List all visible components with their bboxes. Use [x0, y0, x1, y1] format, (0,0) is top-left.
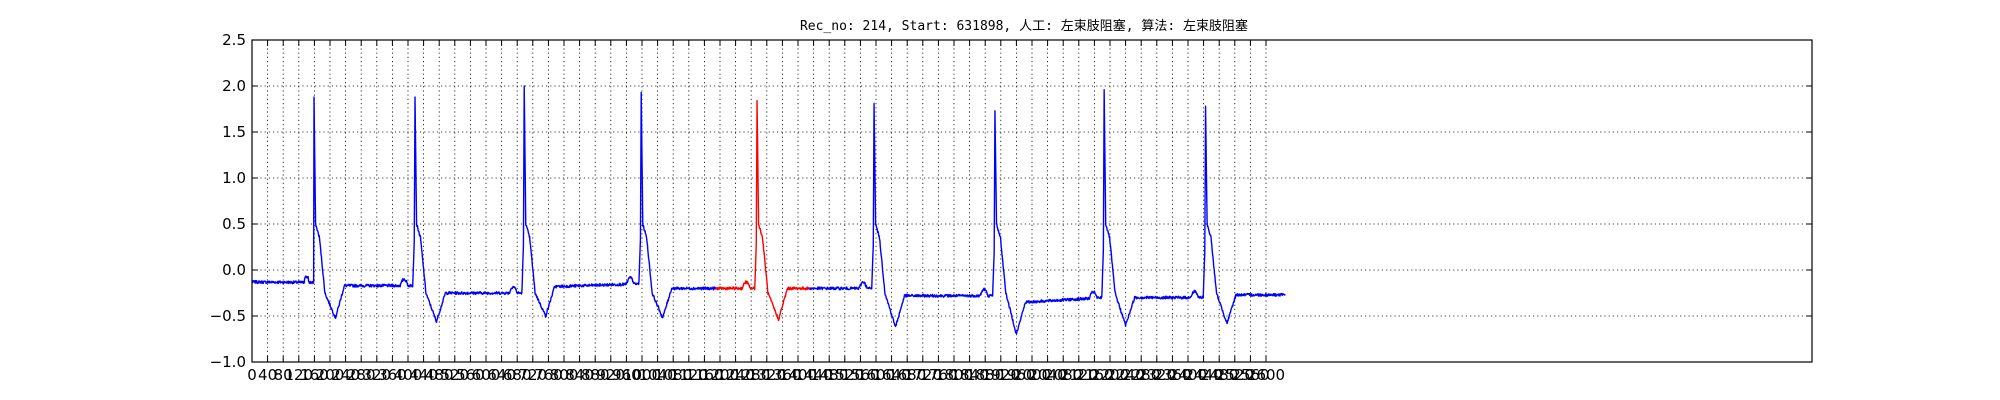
- x-tick-label: 1680: [888, 366, 926, 384]
- x-tick-label: 920: [596, 366, 625, 384]
- y-tick-label: 1.5: [222, 123, 246, 141]
- x-tick-label: 2560: [1231, 366, 1269, 384]
- x-tick-label: 0: [247, 366, 257, 384]
- x-tick-label: 1920: [982, 366, 1020, 384]
- y-axis: −1.0 −0.5 0.0 0.5 1.0 1.5 2.0 2.5: [210, 31, 1812, 371]
- x-tick-label: 40: [258, 366, 277, 384]
- x-tick-label: 1000: [623, 366, 661, 384]
- x-tick-label: 2240: [1107, 366, 1145, 384]
- x-tick-label: 2520: [1216, 366, 1254, 384]
- x-tick-label: 1640: [873, 366, 911, 384]
- x-tick-label: 1160: [685, 366, 723, 384]
- x-tick-label: 200: [316, 366, 345, 384]
- y-tick-label: 1.0: [222, 169, 246, 187]
- ecg-series: [251, 85, 1286, 335]
- x-tick-label: 720: [518, 366, 547, 384]
- x-tick-label: 1480: [810, 366, 848, 384]
- x-tick-label: 1360: [763, 366, 801, 384]
- x-tick-label: 2000: [1013, 366, 1051, 384]
- x-tick-label: 2080: [1044, 366, 1082, 384]
- x-tick-label: 760: [534, 366, 563, 384]
- x-tick-label: 1040: [639, 366, 677, 384]
- chart-title: Rec_no: 214, Start: 631898, 人工: 左束肢阻塞, 算…: [800, 18, 1248, 34]
- x-tick-label: 480: [425, 366, 454, 384]
- x-tick-label: 2600: [1247, 366, 1285, 384]
- x-axis: 0 408012016020024028032036040044048052056…: [247, 40, 1285, 384]
- x-tick-label: 2360: [1153, 366, 1191, 384]
- ecg-trace-highlight: [715, 100, 811, 322]
- x-tick-label: 1560: [841, 366, 879, 384]
- x-tick-label: 1440: [795, 366, 833, 384]
- x-tick-label: 240: [331, 366, 360, 384]
- x-tick-label: 400: [394, 366, 423, 384]
- x-tick-label: 1080: [654, 366, 692, 384]
- x-tick-label: 160: [300, 366, 329, 384]
- x-tick-label: 880: [581, 366, 610, 384]
- x-tick-label: 440: [409, 366, 438, 384]
- y-tick-label: 2.0: [222, 77, 246, 95]
- x-tick-label: 1880: [966, 366, 1004, 384]
- x-tick-label: 2400: [1169, 366, 1207, 384]
- x-tick-label: 800: [550, 366, 579, 384]
- x-tick-label: 1800: [935, 366, 973, 384]
- ecg-trace-segment: [809, 88, 1286, 335]
- x-tick-label: 560: [456, 366, 485, 384]
- x-tick-label: 1760: [919, 366, 957, 384]
- x-tick-label: 2200: [1091, 366, 1129, 384]
- x-tick-label: 360: [378, 366, 407, 384]
- x-tick-label: 2120: [1060, 366, 1098, 384]
- x-tick-label: 520: [440, 366, 469, 384]
- x-tick-label: 600: [472, 366, 501, 384]
- x-tick-label: 1840: [951, 366, 989, 384]
- x-tick-label: 1600: [857, 366, 895, 384]
- x-tick-label: 2280: [1122, 366, 1160, 384]
- x-tick-label: 1720: [904, 366, 942, 384]
- x-tick-label: 280: [347, 366, 376, 384]
- ecg-trace-segment: [251, 85, 717, 323]
- x-tick-label: 80: [274, 366, 293, 384]
- x-tick-label: 1240: [717, 366, 755, 384]
- x-tick-label: 120: [284, 366, 313, 384]
- x-tick-label: 320: [362, 366, 391, 384]
- x-tick-label: 1120: [670, 366, 708, 384]
- x-tick-label: 640: [487, 366, 516, 384]
- x-tick-label: 1960: [997, 366, 1035, 384]
- x-tick-label: 960: [612, 366, 641, 384]
- y-tick-label: −0.5: [210, 307, 246, 325]
- x-tick-label: 1200: [701, 366, 739, 384]
- y-tick-label: −1.0: [210, 353, 246, 371]
- x-tick-label: 2480: [1200, 366, 1238, 384]
- x-tick-label: 680: [503, 366, 532, 384]
- x-tick-label: 1280: [732, 366, 770, 384]
- grid-lines: [252, 40, 1812, 362]
- x-tick-label: 1320: [748, 366, 786, 384]
- x-tick-label: 1400: [779, 366, 817, 384]
- y-tick-label: 0.0: [222, 261, 246, 279]
- x-tick-label: 2040: [1029, 366, 1067, 384]
- x-tick-label: 1520: [826, 366, 864, 384]
- x-tick-label: 2440: [1185, 366, 1223, 384]
- y-tick-label: 2.5: [222, 31, 246, 49]
- x-tick-label: 840: [565, 366, 594, 384]
- x-tick-label: 2320: [1138, 366, 1176, 384]
- x-tick-label: 2160: [1075, 366, 1113, 384]
- y-tick-label: 0.5: [222, 215, 246, 233]
